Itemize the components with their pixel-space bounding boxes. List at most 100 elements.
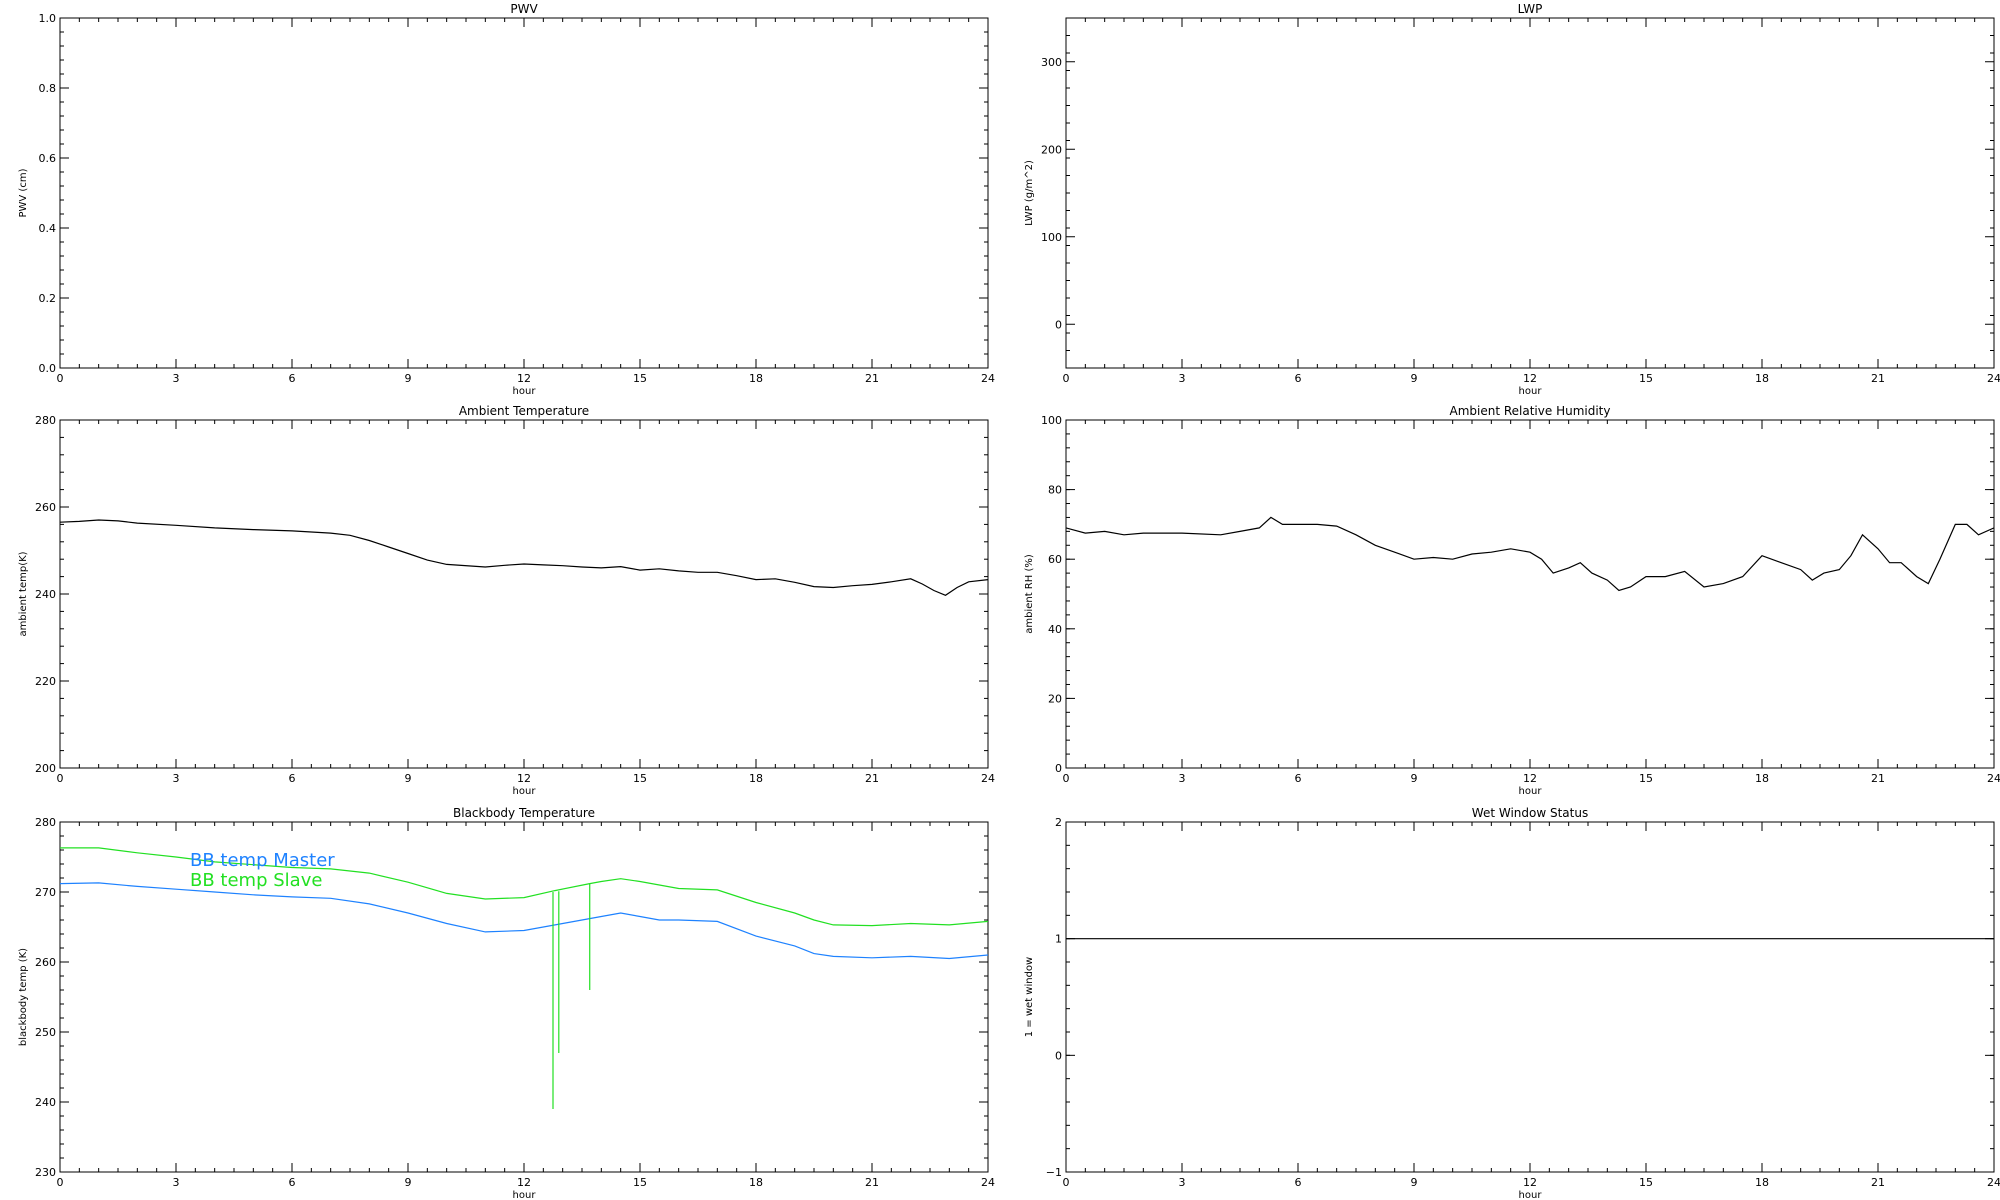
x-tick-label: 0 [1063,372,1070,385]
x-tick-label: 6 [1295,772,1302,785]
y-tick-label: 0.0 [39,362,57,375]
x-tick-label: 0 [57,1176,64,1189]
y-axis-label: 1 = wet window [1024,957,1035,1037]
x-tick-label: 15 [1639,1176,1653,1189]
chart-title: LWP [1518,2,1543,16]
x-tick-label: 6 [289,772,296,785]
x-axis-label: hour [513,1190,537,1200]
y-tick-label: 240 [35,1096,56,1109]
x-tick-label: 15 [633,1176,647,1189]
y-tick-label: 240 [35,588,56,601]
y-tick-label: 60 [1048,553,1062,566]
x-tick-label: 9 [1411,772,1418,785]
x-tick-label: 15 [633,372,647,385]
chart-title: Wet Window Status [1472,806,1588,820]
x-tick-label: 3 [1179,372,1186,385]
x-tick-label: 3 [173,772,180,785]
y-tick-label: 260 [35,501,56,514]
y-axis-label: LWP (g/m^2) [1024,160,1035,226]
x-tick-label: 21 [865,772,879,785]
x-tick-label: 24 [981,1176,995,1189]
plot-frame [1065,419,1995,769]
x-axis-label: hour [513,386,537,397]
y-tick-label: 280 [35,414,56,427]
y-axis-label: ambient temp(K) [18,551,29,636]
plot-frame [1065,17,1995,369]
x-tick-label: 18 [1755,1176,1769,1189]
x-tick-label: 24 [1987,1176,2000,1189]
y-tick-label: 280 [35,816,56,829]
x-tick-label: 21 [1871,1176,1885,1189]
x-tick-label: 24 [1987,772,2000,785]
y-tick-label: 2 [1055,816,1062,829]
x-tick-label: 18 [749,1176,763,1189]
y-tick-label: 0.2 [39,292,57,305]
x-tick-label: 9 [405,372,412,385]
x-tick-label: 21 [865,1176,879,1189]
x-tick-label: 9 [405,772,412,785]
x-tick-label: 9 [1411,1176,1418,1189]
x-tick-label: 12 [1523,372,1537,385]
plot-frame [59,419,989,769]
x-tick-label: 18 [1755,372,1769,385]
x-tick-label: 15 [633,772,647,785]
x-tick-label: 3 [1179,772,1186,785]
x-tick-label: 6 [289,372,296,385]
y-axis-label: blackbody temp (K) [18,948,29,1046]
x-tick-label: 0 [1063,772,1070,785]
y-tick-label: 0 [1055,1049,1062,1062]
x-axis-label: hour [1519,1190,1543,1200]
chart-title: Ambient Temperature [459,404,589,418]
chart-title: Blackbody Temperature [453,806,595,820]
y-tick-label: 40 [1048,623,1062,636]
panel-2: Ambient Temperature 0 3 6 9 12 15 18 21 24 hour 200… [18,404,995,797]
legend-entry: BB temp Slave [190,870,322,891]
y-tick-label: 0 [1055,762,1062,775]
x-tick-label: 15 [1639,372,1653,385]
x-tick-label: 6 [1295,1176,1302,1189]
y-tick-label: 20 [1048,692,1062,705]
x-tick-label: 3 [173,372,180,385]
x-tick-label: 3 [1179,1176,1186,1189]
y-tick-label: 200 [1041,143,1062,156]
plot-frame [1065,821,1995,1173]
y-tick-label: 1 [1055,933,1062,946]
panel-4: Blackbody Temperature 0 3 6 9 12 15 18 21 24 hour 2… [18,806,995,1200]
y-tick-label: −1 [1046,1166,1062,1179]
x-axis-label: hour [1519,386,1543,397]
x-tick-label: 18 [749,372,763,385]
plot-frame [59,17,989,369]
x-tick-label: 24 [981,772,995,785]
panel-3: Ambient Relative Humidity 0 3 6 9 12 15 18 21 24 h… [1024,404,2000,797]
x-tick-label: 12 [1523,1176,1537,1189]
y-axis-label: PWV (cm) [18,168,29,217]
x-tick-label: 6 [1295,372,1302,385]
y-tick-label: 220 [35,675,56,688]
x-tick-label: 12 [517,772,531,785]
series-line-1 [60,847,988,927]
x-tick-label: 9 [1411,372,1418,385]
x-tick-label: 24 [1987,372,2000,385]
x-tick-label: 18 [1755,772,1769,785]
y-tick-label: 1.0 [39,12,57,25]
series-line-0 [60,882,988,960]
y-tick-label: 0.6 [39,152,57,165]
x-tick-label: 6 [289,1176,296,1189]
y-tick-label: 260 [35,956,56,969]
x-tick-label: 21 [1871,772,1885,785]
y-tick-label: 230 [35,1166,56,1179]
series-line-0 [1066,516,1994,592]
y-tick-label: 270 [35,886,56,899]
y-tick-label: 300 [1041,56,1062,69]
x-axis-label: hour [513,786,537,797]
y-tick-label: 250 [35,1026,56,1039]
x-tick-label: 12 [517,372,531,385]
y-tick-label: 0.4 [39,222,57,235]
y-axis-label: ambient RH (%) [1024,554,1035,634]
x-tick-label: 24 [981,372,995,385]
x-tick-label: 15 [1639,772,1653,785]
x-axis-label: hour [1519,786,1543,797]
x-tick-label: 3 [173,1176,180,1189]
x-tick-label: 21 [1871,372,1885,385]
